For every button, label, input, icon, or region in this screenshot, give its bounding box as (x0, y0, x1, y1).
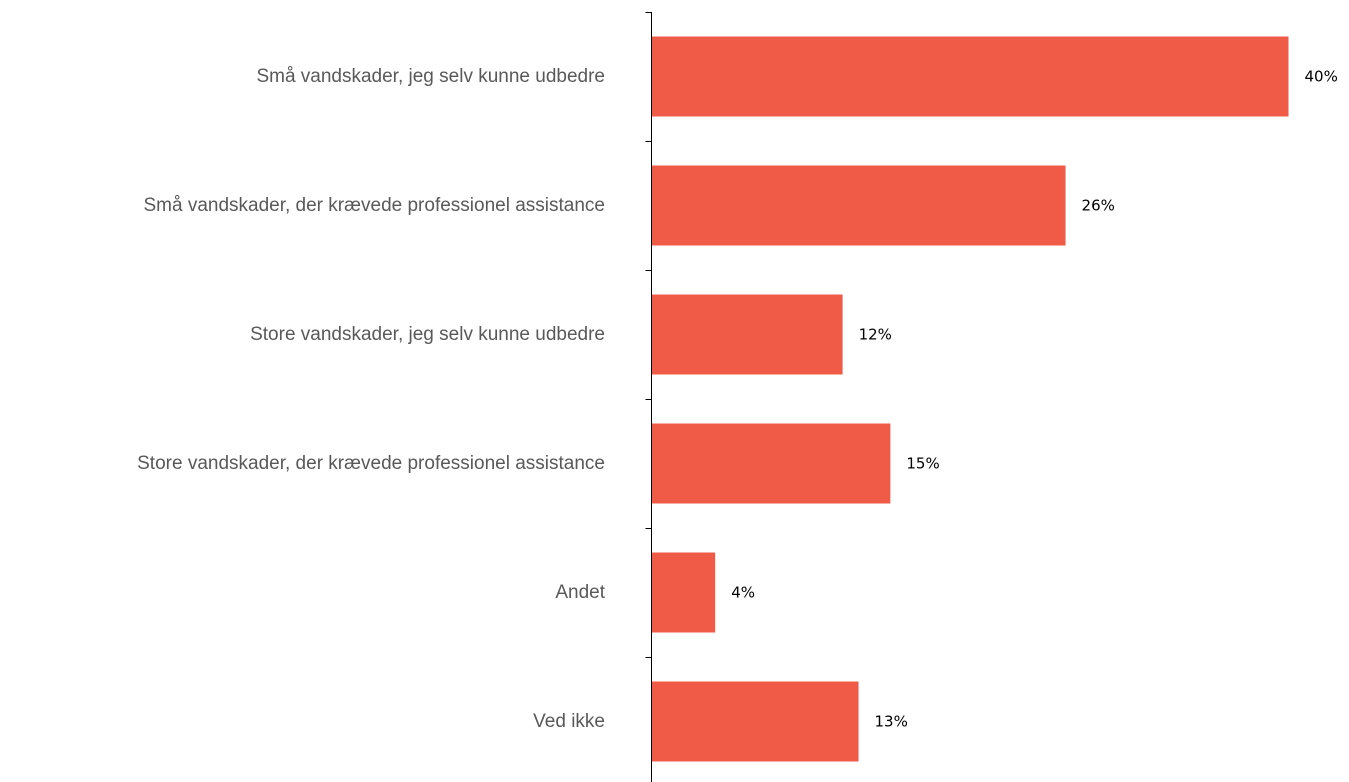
category-label: Små vandskader, jeg selv kunne udbedre (256, 66, 605, 87)
bar (651, 423, 891, 504)
value-label: 26% (1082, 197, 1115, 215)
bar (651, 165, 1066, 246)
value-label: 40% (1305, 68, 1338, 86)
bar (651, 294, 843, 375)
value-labels: 40% 26% 12% 15% 4% 13% (731, 68, 1338, 731)
value-label: 12% (859, 326, 892, 344)
category-label: Store vandskader, jeg selv kunne udbedre (250, 324, 605, 345)
value-label: 13% (875, 713, 908, 731)
category-label: Små vandskader, der krævede professionel… (143, 195, 605, 216)
bar (651, 36, 1289, 117)
category-label: Ved ikke (533, 711, 605, 732)
bar (651, 681, 859, 762)
bars (651, 36, 1289, 762)
value-label: 15% (906, 455, 939, 473)
category-labels: Små vandskader, jeg selv kunne udbedre Sm… (137, 66, 606, 732)
value-label: 4% (731, 584, 755, 602)
bar (651, 552, 716, 633)
category-label: Andet (555, 582, 605, 603)
category-label: Store vandskader, der krævede profession… (137, 453, 605, 474)
axis-ticks (645, 12, 652, 658)
